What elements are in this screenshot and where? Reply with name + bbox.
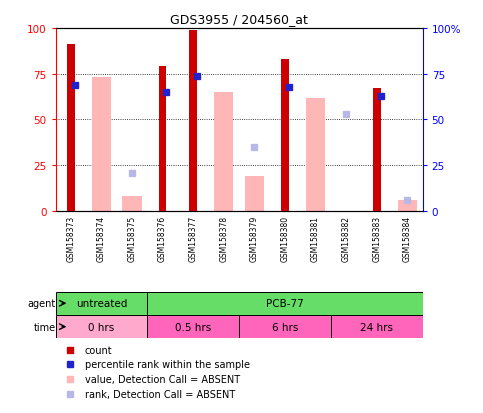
Bar	[147, 315, 239, 339]
Text: GSM158379: GSM158379	[250, 216, 259, 261]
Text: GSM158384: GSM158384	[403, 216, 412, 261]
Text: 0 hrs: 0 hrs	[88, 322, 114, 332]
Text: 0.5 hrs: 0.5 hrs	[175, 322, 212, 332]
Text: rank, Detection Call = ABSENT: rank, Detection Call = ABSENT	[85, 389, 235, 399]
Bar	[189, 31, 197, 211]
Text: GSM158383: GSM158383	[372, 216, 381, 261]
Bar	[306, 98, 325, 211]
Text: GSM158374: GSM158374	[97, 216, 106, 261]
Text: GSM158373: GSM158373	[66, 216, 75, 261]
Text: GSM158378: GSM158378	[219, 216, 228, 261]
Bar	[92, 78, 111, 211]
Bar	[56, 292, 147, 315]
Bar	[281, 60, 289, 211]
Bar	[239, 315, 331, 339]
Text: value, Detection Call = ABSENT: value, Detection Call = ABSENT	[85, 375, 240, 385]
Title: GDS3955 / 204560_at: GDS3955 / 204560_at	[170, 13, 308, 26]
Text: 6 hrs: 6 hrs	[272, 322, 298, 332]
Bar	[331, 315, 423, 339]
Text: GSM158377: GSM158377	[189, 216, 198, 261]
Bar	[214, 93, 233, 211]
Text: untreated: untreated	[76, 299, 127, 309]
Text: GSM158381: GSM158381	[311, 216, 320, 261]
Text: 24 hrs: 24 hrs	[360, 322, 393, 332]
Text: PCB-77: PCB-77	[266, 299, 304, 309]
Text: agent: agent	[28, 299, 56, 309]
Text: GSM158380: GSM158380	[281, 216, 289, 261]
Text: time: time	[33, 322, 56, 332]
Bar	[67, 45, 75, 211]
Text: GSM158376: GSM158376	[158, 216, 167, 261]
Bar	[245, 177, 264, 211]
Text: GSM158375: GSM158375	[128, 216, 137, 261]
Bar	[147, 292, 423, 315]
Bar	[398, 201, 417, 211]
Text: percentile rank within the sample: percentile rank within the sample	[85, 360, 250, 370]
Bar	[122, 197, 142, 211]
Bar	[373, 89, 381, 211]
Text: GSM158382: GSM158382	[341, 216, 351, 261]
Bar	[56, 315, 147, 339]
Bar	[159, 67, 167, 211]
Text: count: count	[85, 345, 113, 355]
